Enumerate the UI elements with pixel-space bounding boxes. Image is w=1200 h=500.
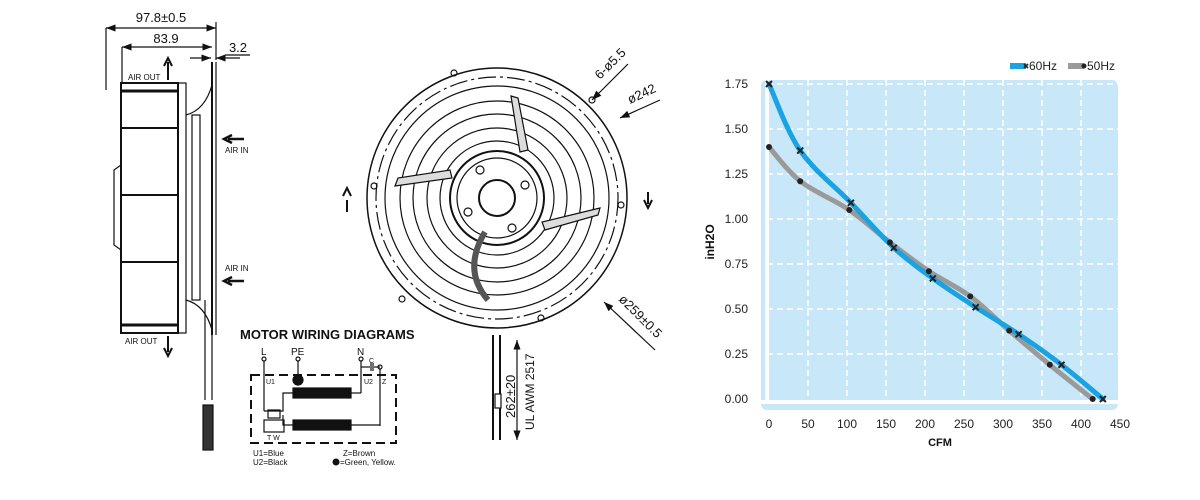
u2-label: U2 — [364, 379, 373, 386]
y-tick-label: 1.00 — [725, 212, 749, 226]
terminal-pe: PE — [291, 347, 305, 358]
data-point-60Hz — [847, 199, 855, 207]
tw-label: T W — [267, 435, 280, 442]
y-tick-label: 1.25 — [725, 167, 749, 181]
data-point-50Hz — [846, 207, 853, 213]
y-tick-label: 0.75 — [725, 257, 749, 271]
legend-pe: =Green, Yellow. — [340, 458, 396, 467]
data-point-60Hz — [765, 80, 773, 88]
side-view-drawing — [105, 22, 250, 451]
u1-label: U1 — [266, 379, 275, 386]
data-point-50Hz — [925, 268, 932, 275]
x-tick-label: 200 — [915, 417, 935, 431]
data-point-50Hz — [1006, 327, 1013, 334]
data-point-60Hz — [1014, 330, 1023, 338]
legend-u1: U1=Blue — [253, 449, 284, 458]
data-point-60Hz — [929, 274, 937, 283]
outer-diameter-label: ø259±0.5 — [616, 292, 665, 341]
pressure-flow-chart: 0 50 100 150 200 250 300 350 400 450 0.00 0.25 0.50 0… — [725, 59, 1131, 431]
wiring-title: MOTOR WIRING DIAGRAMS — [240, 327, 415, 342]
legend-marker-60Hz — [1023, 63, 1029, 69]
plot-background — [761, 80, 1118, 410]
dim-flange-label: 3.2 — [229, 40, 247, 55]
y-axis-label: inH2O — [703, 224, 717, 259]
ground-symbol-icon — [332, 458, 340, 466]
data-point-50Hz — [886, 239, 893, 246]
data-point-50Hz — [797, 178, 804, 185]
data-point-60Hz — [890, 244, 898, 252]
terminal-n: N — [357, 347, 364, 358]
front-view-drawing — [342, 63, 661, 440]
z-label: Z — [382, 379, 387, 386]
legend-label-60Hz: 60Hz — [1029, 59, 1057, 73]
dim-overall-label: 97.8±0.5 — [136, 10, 187, 25]
lead-spec-label: UL AWM 2517 — [523, 353, 537, 430]
data-point-50Hz — [1046, 361, 1053, 368]
legend-swatch-60Hz — [1010, 63, 1026, 69]
air-in-top-label: AIR IN — [225, 146, 249, 155]
air-out-top-label: AIR OUT — [128, 73, 161, 82]
x-tick-label: 400 — [1071, 417, 1091, 431]
data-point-60Hz — [1099, 395, 1107, 403]
y-tick-label: 0.25 — [725, 347, 749, 361]
legend-u2: U2=Black — [253, 458, 288, 467]
air-out-bottom-label: AIR OUT — [125, 337, 158, 346]
x-tick-label: 0 — [766, 417, 773, 431]
holes-label: 6-ø5.5 — [592, 45, 629, 82]
legend-z: Z=Brown — [343, 449, 375, 458]
data-point-60Hz — [1057, 361, 1066, 369]
y-tick-label: 0.00 — [725, 392, 749, 406]
x-tick-label: 150 — [876, 417, 896, 431]
x-tick-label: 50 — [801, 417, 815, 431]
air-in-bottom-label: AIR IN — [225, 264, 249, 273]
lead-length-label: 262±20 — [503, 375, 518, 418]
x-tick-label: 100 — [837, 417, 857, 431]
data-point-50Hz — [1089, 396, 1096, 402]
wiring-diagram — [250, 356, 397, 444]
x-tick-label: 350 — [1032, 417, 1052, 431]
legend-swatch-50Hz — [1068, 63, 1084, 69]
y-tick-label: 1.50 — [725, 122, 749, 136]
x-tick-label: 250 — [954, 417, 974, 431]
data-point-50Hz — [766, 144, 772, 150]
legend-label-50Hz: 50Hz — [1087, 59, 1115, 73]
y-tick-label: 1.75 — [725, 77, 749, 91]
terminal-l: L — [261, 347, 267, 358]
capacitor-label: C — [369, 358, 374, 365]
data-point-50Hz — [967, 293, 974, 300]
data-point-60Hz — [971, 303, 980, 311]
data-point-60Hz — [796, 146, 804, 155]
x-tick-label: 450 — [1110, 417, 1130, 431]
y-tick-label: 0.50 — [725, 302, 749, 316]
dim-body-label: 83.9 — [153, 31, 178, 46]
x-axis-label: CFM — [928, 437, 952, 449]
legend-marker-50Hz — [1081, 63, 1087, 69]
x-tick-label: 300 — [993, 417, 1013, 431]
